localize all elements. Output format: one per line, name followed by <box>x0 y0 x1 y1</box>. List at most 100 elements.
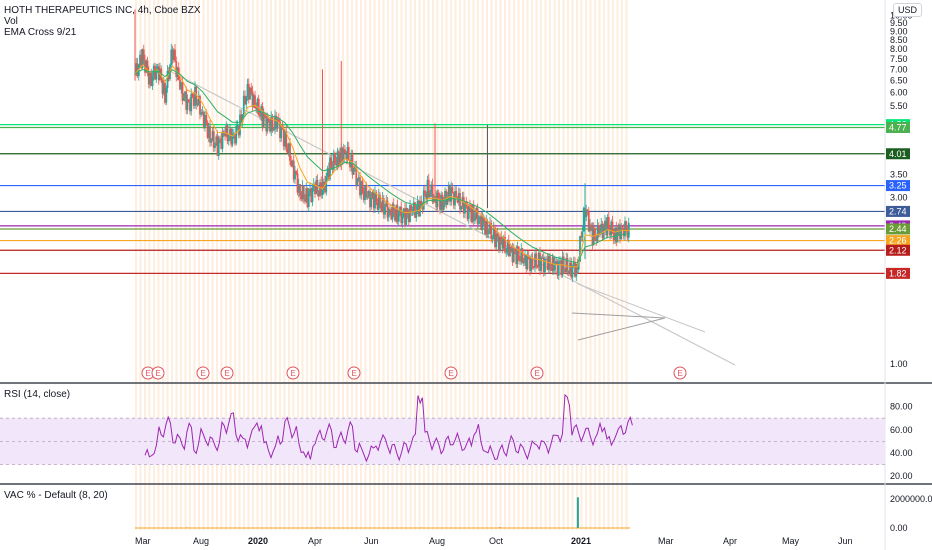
time-axis[interactable]: Mar Aug 2020 Apr Jun Aug Oct 2021 Mar Apr May Jun <box>135 536 853 546</box>
candle-body <box>236 125 239 127</box>
candle-body <box>626 231 629 238</box>
session-stripe <box>436 0 439 530</box>
candle-body <box>341 147 344 162</box>
candle-body <box>506 240 509 252</box>
earnings-marker[interactable] <box>220 366 234 380</box>
time-tick-label: Jun <box>838 536 853 546</box>
candle-body <box>510 246 513 249</box>
candle-body <box>194 86 196 106</box>
candle-body <box>517 246 520 261</box>
candle-body <box>164 82 166 103</box>
legend-vol[interactable]: Vol <box>4 16 18 27</box>
earnings-marker[interactable] <box>444 366 458 380</box>
candle-body <box>262 114 265 127</box>
candle-body <box>296 173 299 193</box>
legend-ema[interactable]: EMA Cross 9/21 <box>4 27 77 38</box>
earnings-marker[interactable] <box>673 366 687 380</box>
candle-body <box>569 262 571 274</box>
candle-body <box>511 248 514 263</box>
session-stripe <box>234 0 236 530</box>
candle-body <box>245 96 248 105</box>
price-tick-label: 3.50 <box>890 169 908 179</box>
candle-body <box>579 236 581 262</box>
rsi-tick-label: 80.00 <box>890 402 913 412</box>
candle-body <box>247 83 250 100</box>
rsi-tick-label: 60.00 <box>890 425 913 435</box>
candle-body <box>240 114 243 123</box>
resistance-trendline[interactable] <box>577 283 706 333</box>
rsi-line <box>144 393 633 463</box>
wedge-top-line[interactable] <box>571 312 666 319</box>
earnings-marker[interactable] <box>151 366 165 380</box>
session-stripe <box>153 0 155 530</box>
candle-body <box>292 160 295 180</box>
candle-body <box>609 228 611 236</box>
price-tick-label: 5.50 <box>890 101 908 111</box>
session-stripe <box>499 0 502 530</box>
vac-label[interactable]: VAC % - Default (8, 20) <box>4 490 108 501</box>
session-stripe <box>481 0 484 530</box>
candle-body <box>232 133 235 135</box>
candle-body <box>135 63 138 74</box>
candle-body <box>562 256 565 270</box>
candle-body <box>364 186 366 200</box>
earnings-marker[interactable] <box>286 366 300 380</box>
price-tick-label: 8.00 <box>890 44 908 54</box>
support-trendline[interactable] <box>577 317 666 341</box>
candle-body <box>184 91 186 99</box>
earnings-marker[interactable] <box>196 366 210 380</box>
candle-body <box>314 183 316 195</box>
earnings-marker-label: E <box>146 369 151 378</box>
candle-body <box>514 248 516 251</box>
time-tick-label: 2021 <box>571 536 591 546</box>
candle-body <box>349 159 351 168</box>
candle-body <box>241 114 244 123</box>
candle-body <box>610 221 613 236</box>
time-tick-label: May <box>782 536 800 546</box>
candle-body <box>496 233 499 237</box>
candle-body <box>424 190 426 194</box>
candle-body <box>386 200 389 218</box>
legend-symbol[interactable]: HOTH THERAPEUTICS INC, 4h, Cboe BZX <box>4 5 201 16</box>
time-tick-label: Jun <box>364 536 379 546</box>
session-stripe <box>175 0 178 530</box>
candle-body <box>396 205 399 222</box>
candle-body <box>321 190 324 196</box>
candle-body <box>561 256 564 275</box>
candle-body <box>581 231 584 238</box>
candle-body <box>540 257 543 271</box>
vac-bar <box>498 527 501 528</box>
candle-body <box>362 192 365 200</box>
price-level-label: 2.26 <box>889 236 907 246</box>
session-stripe <box>180 0 182 530</box>
candle-body <box>480 216 483 231</box>
rsi-pane: 80.00 60.00 40.00 20.00 <box>0 393 913 481</box>
candle-body <box>475 207 478 219</box>
rsi-label[interactable]: RSI (14, close) <box>4 389 71 400</box>
candle-body <box>312 183 315 188</box>
candle-body <box>392 204 395 213</box>
candle-body <box>209 126 211 143</box>
candle-body <box>344 149 346 153</box>
session-stripe <box>193 0 196 530</box>
candle-body <box>332 153 335 170</box>
candle-body <box>594 228 596 239</box>
session-stripe <box>373 0 376 530</box>
candle-body <box>282 129 285 147</box>
candle-body <box>604 220 606 227</box>
vac-bar <box>576 497 579 528</box>
session-stripe <box>589 0 592 530</box>
candle-body <box>294 170 296 180</box>
candle-body <box>337 151 340 166</box>
time-tick-label: Oct <box>489 536 504 546</box>
candle-body <box>372 192 375 209</box>
session-stripe <box>157 0 160 530</box>
candle-body <box>260 106 263 117</box>
session-stripe <box>274 0 277 530</box>
currency-badge[interactable]: USD <box>892 3 922 17</box>
session-stripe <box>409 0 412 530</box>
earnings-marker[interactable] <box>530 366 544 380</box>
price-level-label: 4.01 <box>889 149 907 159</box>
earnings-marker[interactable] <box>347 366 361 380</box>
candle-body <box>375 192 378 202</box>
